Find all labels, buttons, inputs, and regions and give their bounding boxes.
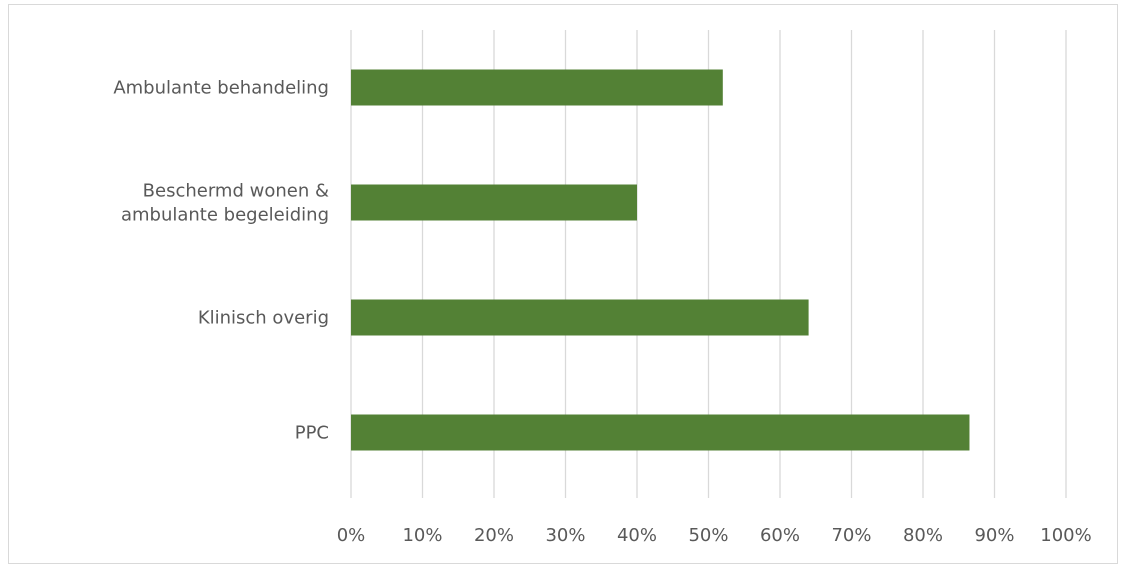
x-tick-label: 0% <box>337 525 366 546</box>
bar <box>351 299 809 336</box>
x-tick-labels: 0% 10% 20% 30% 40% 50% 60% 70% 80% 90% 100% <box>337 525 1092 546</box>
bar <box>351 69 723 106</box>
category-label: Ambulante behandeling <box>113 78 329 99</box>
x-tick-label: 40% <box>617 525 657 546</box>
x-tick-label: 80% <box>903 525 943 546</box>
bar <box>351 414 970 451</box>
x-tick-label: 90% <box>974 525 1014 546</box>
category-label: Klinisch overig <box>198 308 329 329</box>
x-tick-label: 100% <box>1040 525 1091 546</box>
x-tick-label: 20% <box>474 525 514 546</box>
x-tick-label: 30% <box>545 525 585 546</box>
bar <box>351 184 637 221</box>
x-tick-label: 10% <box>402 525 442 546</box>
category-label: PPC <box>295 423 329 444</box>
x-tick-label: 60% <box>760 525 800 546</box>
x-tick-label: 70% <box>831 525 871 546</box>
category-label: Beschermd wonen & <box>143 181 329 202</box>
bars <box>351 69 970 451</box>
category-label: ambulante begeleiding <box>121 205 329 226</box>
x-tick-label: 50% <box>688 525 728 546</box>
category-labels: Ambulante behandeling Beschermd wonen & am… <box>113 78 329 444</box>
